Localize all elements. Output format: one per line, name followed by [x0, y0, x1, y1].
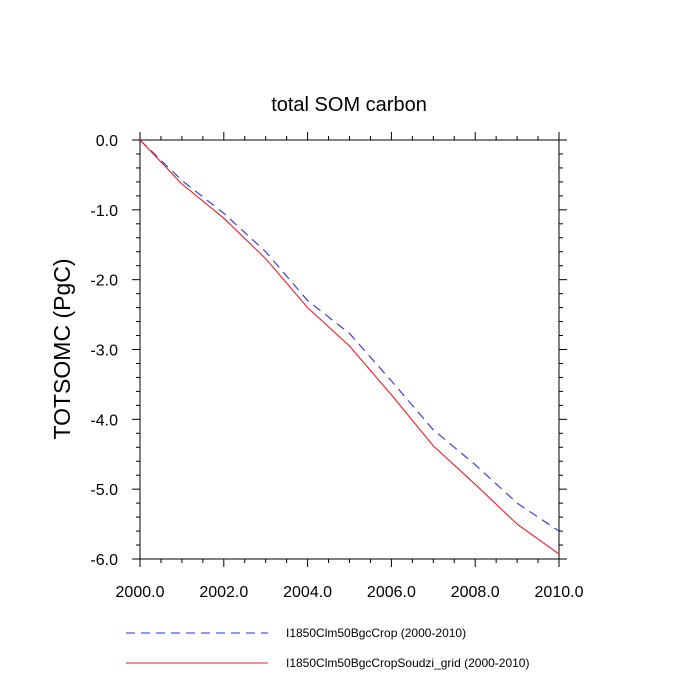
- x-tick-label: 2004.0: [283, 584, 332, 601]
- x-tick-label: 2010.0: [535, 584, 584, 601]
- y-axis-label: TOTSOMC (PgC): [49, 258, 75, 439]
- plot-frame: [139, 139, 560, 560]
- y-tick-label: -2.0: [90, 273, 118, 290]
- series-line-2: [139, 139, 560, 555]
- chart-title: total SOM carbon: [271, 94, 427, 116]
- y-tick-label: -6.0: [90, 552, 118, 569]
- series-lines: [139, 139, 560, 555]
- y-tick-label: -1.0: [90, 203, 118, 220]
- series-line-1: [139, 139, 560, 532]
- x-tick-label: 2000.0: [116, 584, 165, 601]
- y-tick-label: -4.0: [90, 412, 118, 429]
- y-tick-label: -3.0: [90, 343, 118, 360]
- legend-label-1: I1850Clm50BgcCrop (2000-2010): [286, 626, 466, 640]
- legend-label-2: I1850Clm50BgcCropSoudzi_grid (2000-2010): [286, 656, 529, 670]
- x-tick-label: 2002.0: [199, 584, 248, 601]
- x-tick-label: 2006.0: [367, 584, 416, 601]
- ticks: 0.0 -1.0 -2.0 -3.0 -4.0 -5.0 -6.0 2000.0 2002.0 2…: [90, 132, 584, 601]
- y-tick-label: -5.0: [90, 482, 118, 499]
- x-tick-label: 2008.0: [451, 584, 500, 601]
- y-tick-label: 0.0: [96, 133, 118, 150]
- legend: I1850Clm50BgcCrop (2000-2010) I1850Clm50B…: [126, 626, 529, 670]
